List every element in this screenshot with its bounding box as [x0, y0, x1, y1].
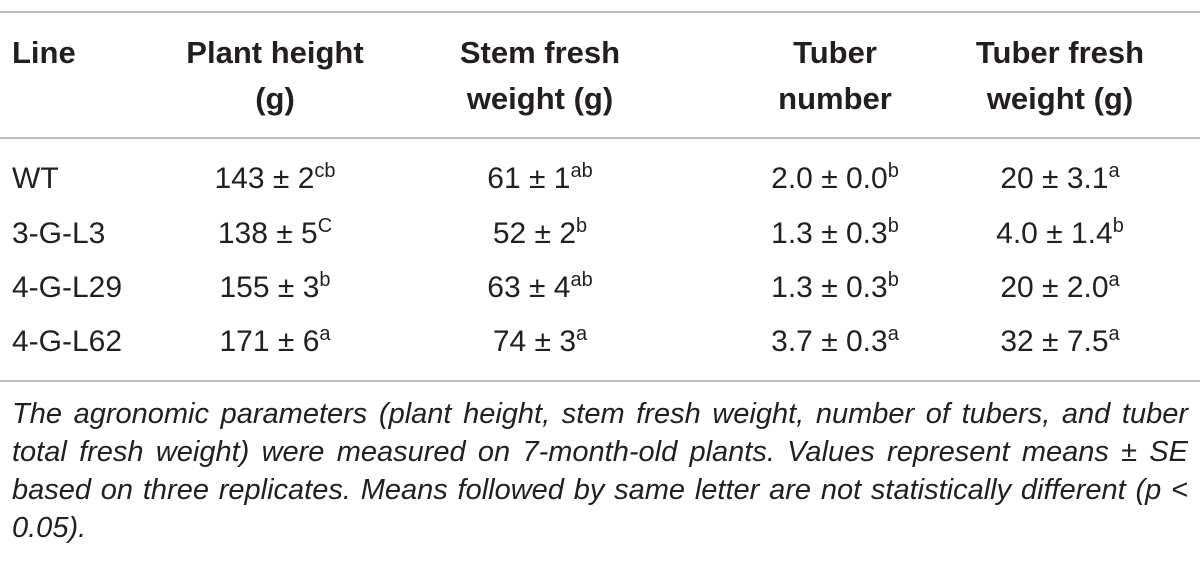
table-footnote: The agronomic parameters (plant height, …: [12, 398, 1188, 544]
cell-stem-fresh-weight: 74 ± 3a: [405, 315, 675, 369]
cell-value: 1.3 ± 0.3: [771, 271, 888, 304]
cell-value: 138 ± 5: [217, 217, 318, 250]
cell-letter: ab: [570, 160, 593, 182]
cell-value: 3.7 ± 0.3: [771, 325, 888, 358]
cell-plant-height: 143 ± 2cb: [150, 152, 400, 206]
cell-tuber-number: 1.3 ± 0.3b: [735, 207, 935, 261]
header-line: Line: [12, 30, 76, 76]
cell-plant-height: 138 ± 5C: [150, 207, 400, 261]
cell-value: 143 ± 2: [214, 162, 315, 195]
cell-value: 63 ± 4: [487, 271, 571, 304]
cell-letter: b: [1112, 215, 1124, 237]
header-plant-height: Plant height (g): [150, 30, 400, 122]
table-row: 3-G-L3 138 ± 5C 52 ± 2b 1.3 ± 0.3b 4.0 ±…: [0, 207, 1200, 261]
cell-line: 3-G-L3: [12, 217, 106, 250]
header-tuber-fresh-weight: Tuber fresh weight (g): [945, 30, 1175, 122]
cell-value: 171 ± 6: [219, 325, 320, 358]
cell-letter: a: [576, 323, 588, 345]
top-rule: [0, 11, 1200, 13]
cell-letter: b: [576, 215, 588, 237]
cell-letter: C: [317, 215, 333, 237]
header-stem-fresh-weight-line1: Stem fresh: [459, 35, 621, 70]
header-tuber-number: Tuber number: [735, 30, 935, 122]
header-tuber-fresh-weight-line1: Tuber fresh: [975, 35, 1145, 70]
header-rule: [0, 137, 1200, 139]
cell-letter: b: [887, 160, 899, 182]
cell-letter: b: [887, 215, 899, 237]
header-line-text: Line: [12, 35, 76, 70]
header-stem-fresh-weight-line2: weight (g): [466, 81, 614, 116]
cell-letter: ab: [570, 269, 593, 291]
cell-value: 61 ± 1: [487, 162, 571, 195]
cell-tuber-number: 1.3 ± 0.3b: [735, 261, 935, 315]
cell-plant-height: 155 ± 3b: [150, 261, 400, 315]
cell-letter: a: [1108, 160, 1120, 182]
header-stem-fresh-weight: Stem fresh weight (g): [405, 30, 675, 122]
bottom-rule: [0, 380, 1200, 382]
cell-letter: a: [887, 323, 899, 345]
cell-tuber-number: 3.7 ± 0.3a: [735, 315, 935, 369]
cell-letter: cb: [314, 160, 336, 182]
cell-value: 2.0 ± 0.0: [771, 162, 888, 195]
header-tuber-number-line1: Tuber: [793, 35, 877, 70]
cell-tuber-fresh-weight: 20 ± 3.1a: [945, 152, 1175, 206]
cell-letter: b: [887, 269, 899, 291]
cell-value: 4.0 ± 1.4: [996, 217, 1113, 250]
cell-value: 20 ± 3.1: [1000, 162, 1109, 195]
cell-tuber-fresh-weight: 20 ± 2.0a: [945, 261, 1175, 315]
cell-tuber-fresh-weight: 4.0 ± 1.4b: [945, 207, 1175, 261]
cell-stem-fresh-weight: 61 ± 1ab: [405, 152, 675, 206]
header-tuber-number-line2: number: [778, 81, 892, 116]
cell-letter: b: [319, 269, 331, 291]
cell-value: 32 ± 7.5: [1000, 325, 1109, 358]
table-row: 4-G-L29 155 ± 3b 63 ± 4ab 1.3 ± 0.3b 20 …: [0, 261, 1200, 315]
cell-value: 20 ± 2.0: [1000, 271, 1109, 304]
cell-value: 52 ± 2: [492, 217, 577, 250]
cell-stem-fresh-weight: 52 ± 2b: [405, 207, 675, 261]
cell-stem-fresh-weight: 63 ± 4ab: [405, 261, 675, 315]
table-row: WT 143 ± 2cb 61 ± 1ab 2.0 ± 0.0b 20 ± 3.…: [0, 152, 1200, 206]
cell-plant-height: 171 ± 6a: [150, 315, 400, 369]
cell-letter: a: [1108, 269, 1120, 291]
cell-letter: a: [319, 323, 331, 345]
header-plant-height-line2: (g): [255, 81, 295, 116]
cell-value: 1.3 ± 0.3: [771, 217, 888, 250]
cell-letter: a: [1108, 323, 1120, 345]
table-row: 4-G-L62 171 ± 6a 74 ± 3a 3.7 ± 0.3a 32 ±…: [0, 315, 1200, 369]
cell-value: 155 ± 3: [219, 271, 320, 304]
cell-line: 4-G-L29: [12, 271, 123, 304]
header-tuber-fresh-weight-line2: weight (g): [986, 81, 1134, 116]
cell-value: 74 ± 3: [492, 325, 577, 358]
header-plant-height-line1: Plant height: [186, 35, 364, 70]
cell-tuber-fresh-weight: 32 ± 7.5a: [945, 315, 1175, 369]
cell-line: 4-G-L62: [12, 325, 123, 358]
cell-tuber-number: 2.0 ± 0.0b: [735, 152, 935, 206]
cell-line: WT: [12, 162, 59, 195]
